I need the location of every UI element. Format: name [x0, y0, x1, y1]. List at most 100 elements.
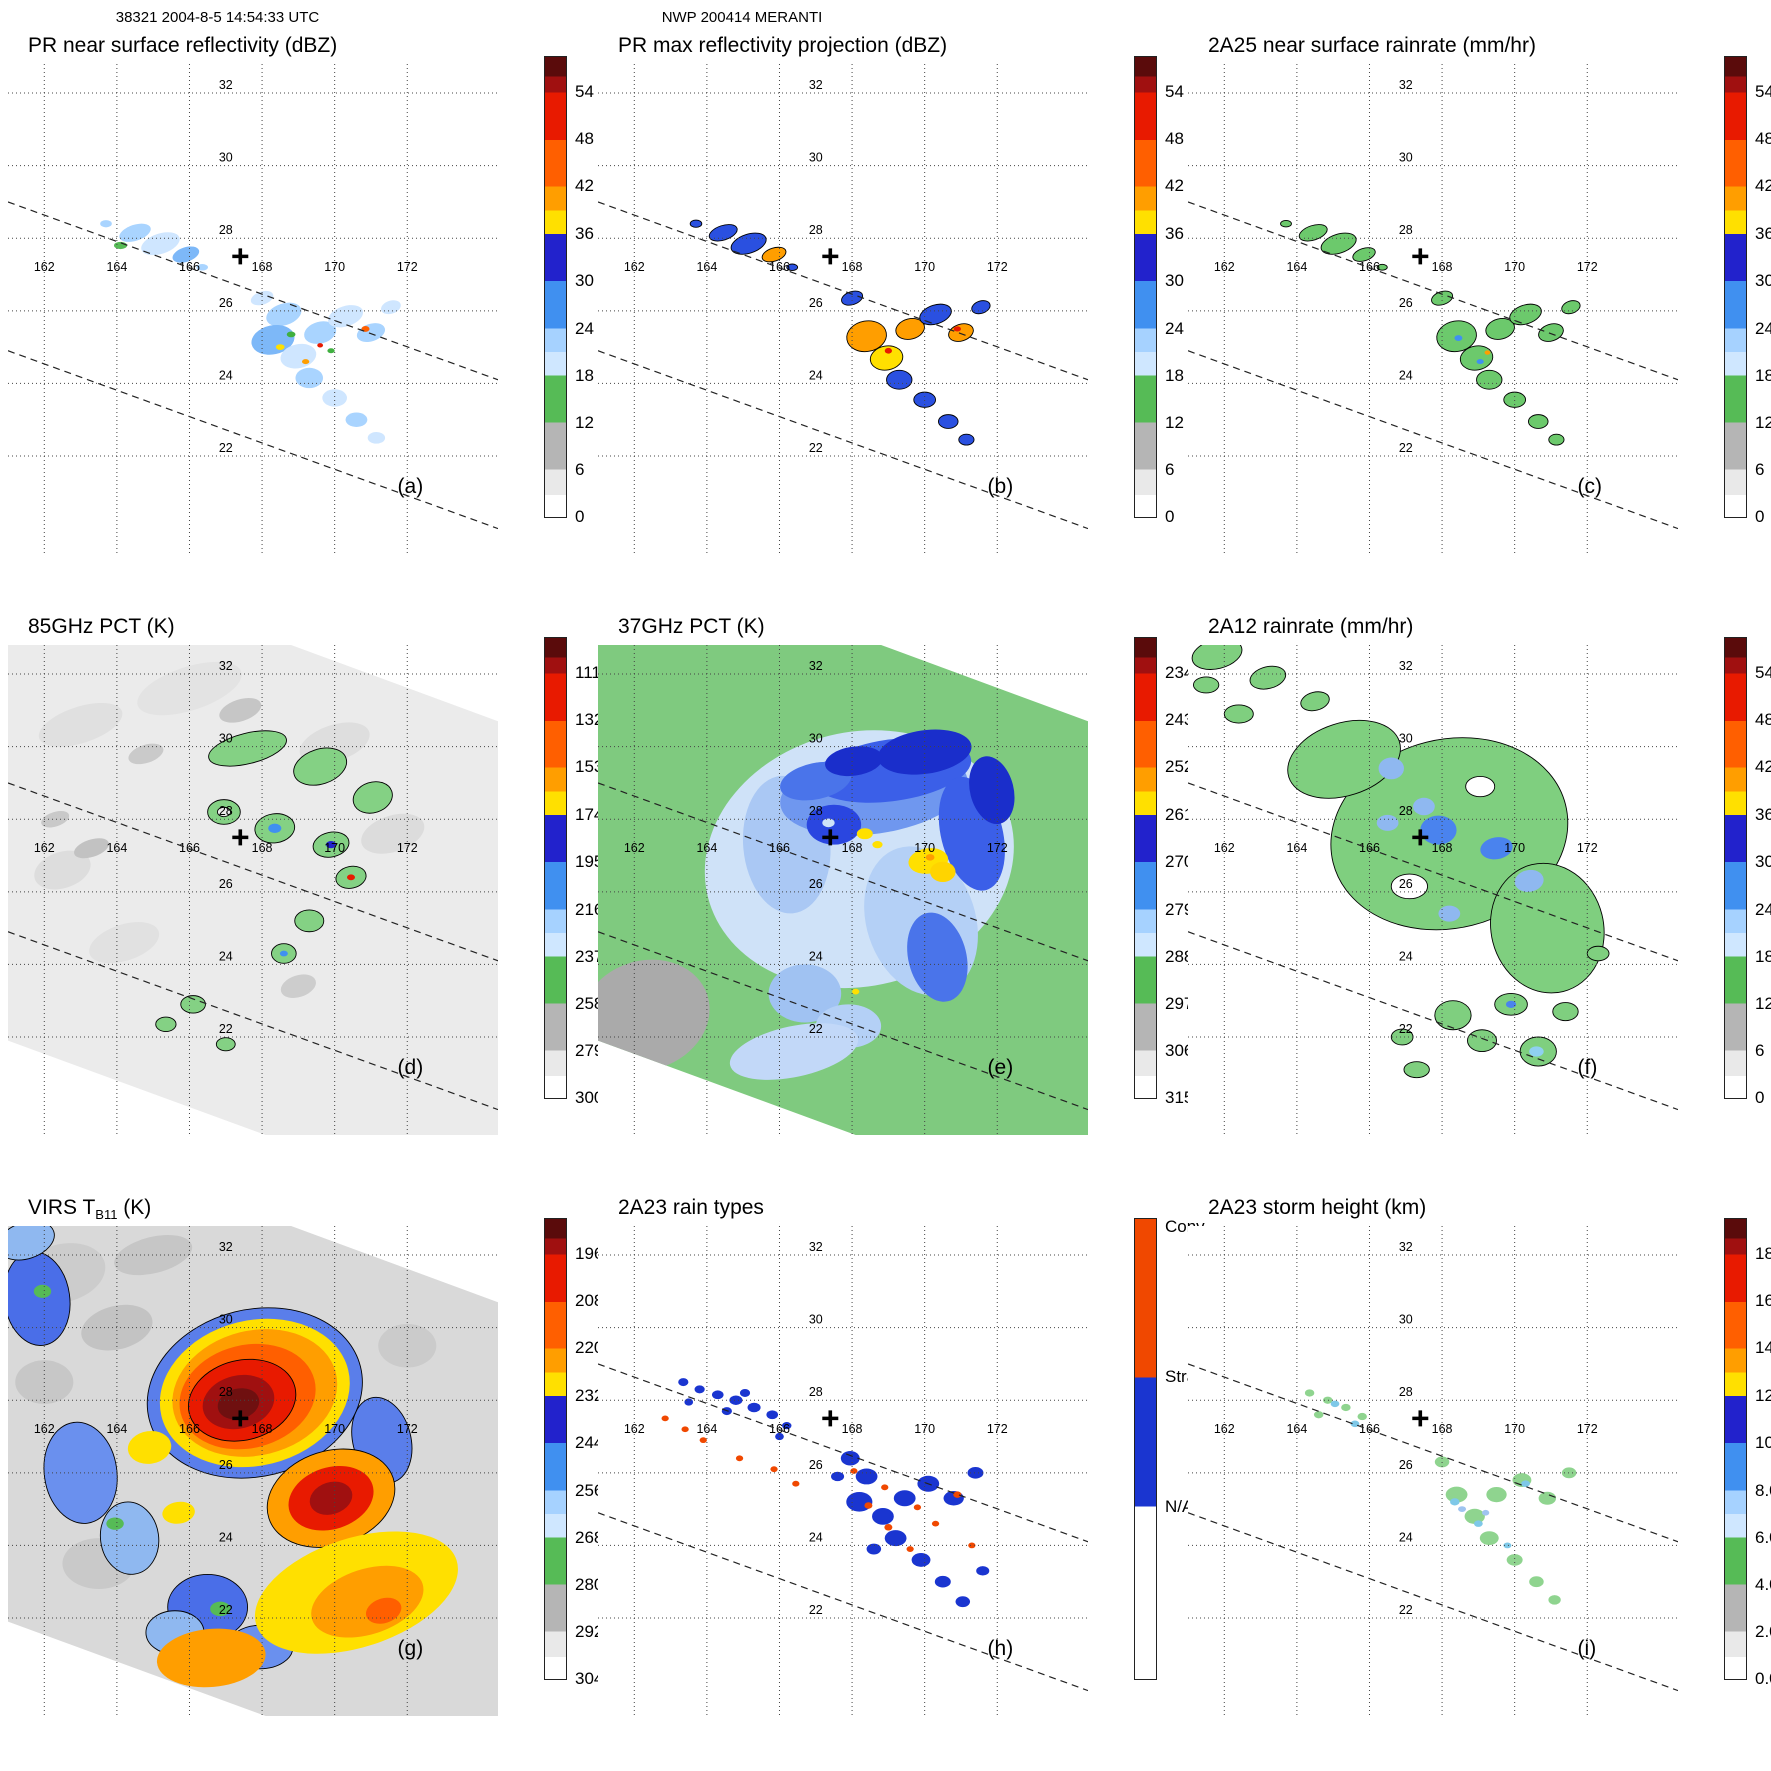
echo-blob — [884, 1530, 907, 1547]
echo-blob — [1482, 1509, 1490, 1516]
longitude-tick-label: 172 — [1577, 1422, 1598, 1436]
colorbar-tick-label: 252 — [1165, 757, 1194, 777]
panel-title: 85GHz PCT (K) — [28, 615, 175, 641]
echo-blob — [294, 909, 325, 933]
colorbar-gradient — [1724, 56, 1747, 518]
panel-title: PR max reflectivity projection (dBZ) — [618, 34, 947, 60]
echo-blob — [730, 232, 767, 255]
panel-title: 37GHz PCT (K) — [618, 615, 765, 641]
colorbar-tick-label: 12.0 — [1755, 1385, 1771, 1405]
echo-blob — [381, 300, 401, 315]
latitude-tick-label: 24 — [809, 1530, 823, 1544]
latitude-tick-label: 24 — [1399, 949, 1413, 963]
colorbar-tick-label: 304 — [575, 1668, 604, 1688]
echo-blob — [852, 988, 860, 995]
echo-blob — [1529, 1576, 1544, 1588]
echo-blob — [8, 1226, 55, 1261]
colorbar-tick-label: 48 — [1755, 129, 1771, 149]
latitude-tick-label: 30 — [1399, 1313, 1413, 1327]
echo-blob — [955, 1596, 971, 1608]
colorbar-tick-label: 30 — [1165, 270, 1184, 290]
orbit-timestamp-header: 38321 2004-8-5 14:54:33 UTC — [115, 9, 320, 26]
echo-blob — [268, 823, 282, 834]
echo-blob — [100, 220, 112, 228]
echo-blob — [968, 1542, 976, 1549]
echo-blob — [971, 300, 991, 315]
echo-blob — [1420, 815, 1457, 845]
panel-grid: PR near surface reflectivity (dBZ) 162 164… — [0, 28, 1771, 1771]
latitude-tick-label: 28 — [1399, 804, 1413, 818]
longitude-tick-label: 172 — [1577, 841, 1598, 855]
longitude-tick-label: 162 — [1214, 1422, 1235, 1436]
map-panel-g: 162 164 166 168 170 172 22 24 26 28 30 32 (g) — [8, 1226, 498, 1716]
storm-center-marker — [1412, 1410, 1429, 1427]
colorbar-tick-label: 195 — [575, 851, 604, 871]
panel-f: 2A12 rainrate (mm/hr) 162 164 166 168 170 172 2… — [1180, 609, 1771, 1190]
colorbar-tick-label: 42 — [575, 176, 594, 196]
echo-blob — [1434, 1456, 1450, 1468]
echo-blob — [678, 1378, 689, 1387]
colorbar-tick-label: 244 — [575, 1432, 604, 1452]
latitude-tick-label: 28 — [809, 804, 823, 818]
echo-blob — [74, 838, 109, 859]
echo-blob — [689, 219, 703, 228]
colorbar-tick-label: 306 — [1165, 1041, 1194, 1061]
echo-blob — [877, 729, 972, 775]
echo-blob — [1300, 691, 1330, 712]
map-panel-f: 162 164 166 168 170 172 22 24 26 28 30 32 (f) — [1188, 645, 1678, 1135]
latitude-tick-label: 22 — [219, 1603, 233, 1617]
longitude-tick-label: 168 — [842, 1422, 863, 1436]
echo-blob — [1320, 232, 1357, 255]
echo-features — [1280, 219, 1581, 446]
echo-blob — [895, 318, 925, 340]
longitude-tick-label: 172 — [987, 260, 1008, 274]
latitude-tick-label: 30 — [809, 1313, 823, 1327]
colorbar-gradient — [1134, 56, 1157, 518]
echo-features — [598, 729, 1015, 1080]
colorbar-tick-label: 220 — [575, 1338, 604, 1358]
echo-blob — [1484, 350, 1491, 355]
panel-title: 2A25 near surface rainrate (mm/hr) — [1208, 34, 1536, 60]
echo-blob — [1485, 318, 1515, 340]
graticule: 162 164 166 168 170 172 22 24 26 28 30 32 — [1188, 64, 1678, 554]
echo-blob — [38, 702, 123, 747]
colorbar-tick-label: 6 — [1165, 460, 1175, 480]
longitude-tick-label: 170 — [1504, 841, 1525, 855]
echo-blob — [1586, 945, 1610, 962]
panel-title-text: 85GHz PCT (K) — [28, 615, 175, 638]
echo-blob — [345, 412, 368, 427]
panel-title-subscript: B11 — [95, 1207, 118, 1222]
longitude-tick-label: 166 — [179, 260, 200, 274]
colorbar-tick-label: 0 — [1755, 1087, 1765, 1107]
longitude-tick-label: 170 — [914, 841, 935, 855]
graticule: 162 164 166 168 170 172 22 24 26 28 30 32 — [598, 1226, 1088, 1716]
swath-edge-dashed-line — [598, 782, 1088, 962]
echo-blob — [216, 806, 231, 818]
colorbar-tick-label: 10.0 — [1755, 1432, 1771, 1452]
map-panel-c: 162 164 166 168 170 172 22 24 26 28 30 32 (c) — [1188, 64, 1678, 554]
pr-swath-edges — [1188, 782, 1678, 1111]
latitude-tick-label: 22 — [809, 1603, 823, 1617]
echo-blob — [761, 246, 787, 263]
colorbar-e: 234 243 252 261 270 279 288 297 306 315 — [1134, 637, 1198, 1107]
longitude-tick-label: 164 — [696, 260, 717, 274]
echo-blob — [1480, 837, 1513, 860]
colorbar-tick-label: 6 — [1755, 460, 1765, 480]
latitude-tick-label: 28 — [219, 1385, 233, 1399]
latitude-tick-label: 32 — [1399, 659, 1413, 673]
echo-blob — [180, 995, 206, 1014]
latitude-tick-label: 24 — [809, 949, 823, 963]
echo-blob — [967, 1467, 984, 1479]
echo-blob — [1548, 1595, 1561, 1605]
latitude-tick-label: 24 — [809, 368, 823, 382]
colorbar-tick-label: 111 — [575, 662, 601, 682]
colorbar-tick-label: 54 — [575, 81, 594, 101]
latitude-tick-label: 22 — [809, 441, 823, 455]
echo-blob — [708, 224, 738, 242]
colorbar-gradient — [544, 637, 567, 1099]
storm-center-marker — [232, 1410, 249, 1427]
longitude-tick-label: 170 — [1504, 260, 1525, 274]
echo-blob — [1280, 219, 1292, 228]
echo-blob — [127, 1430, 172, 1464]
colorbar-tick-label: 18 — [1755, 365, 1771, 385]
